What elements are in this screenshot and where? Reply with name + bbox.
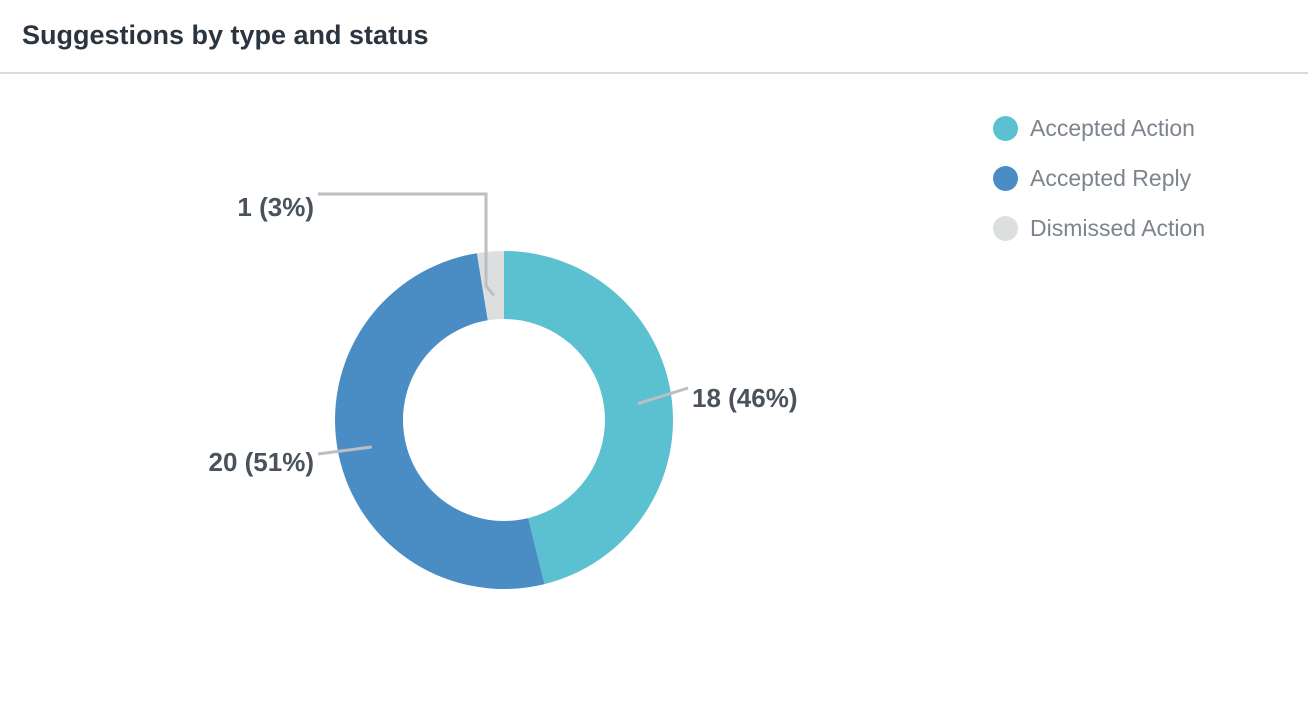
- donut-chart: 18 (46%) 20 (51%) 1 (3%): [209, 192, 798, 589]
- data-label: 18 (46%): [692, 383, 798, 413]
- leader-line: [637, 386, 689, 406]
- legend-label: Accepted Reply: [1030, 164, 1192, 191]
- donut-slice-accepted-action[interactable]: [504, 251, 673, 585]
- leader-lines: [317, 192, 689, 456]
- legend-dot-accepted-action: [993, 115, 1018, 141]
- donut-slice-accepted-reply[interactable]: [335, 253, 545, 589]
- legend-item-accepted-reply[interactable]: Accepted Reply: [993, 153, 1205, 203]
- legend-dot-accepted-reply: [993, 165, 1018, 191]
- data-labels: 18 (46%) 20 (51%) 1 (3%): [209, 192, 798, 477]
- legend-item-accepted-action[interactable]: Accepted Action: [993, 103, 1205, 153]
- donut-slices: [335, 251, 673, 589]
- panel-title: Suggestions by type and status: [22, 20, 429, 50]
- legend-label: Dismissed Action: [1030, 214, 1206, 241]
- donut-slice-dismissed-action[interactable]: [476, 251, 504, 321]
- leader-line: [317, 445, 372, 456]
- leader-line: [318, 192, 496, 297]
- data-label: 1 (3%): [237, 192, 314, 222]
- legend-label: Accepted Action: [1030, 114, 1195, 141]
- legend-item-dismissed-action[interactable]: Dismissed Action: [993, 203, 1205, 253]
- chart-legend: Accepted Action Accepted Reply Dismissed…: [993, 103, 1205, 253]
- legend-dot-dismissed-action: [993, 215, 1018, 241]
- panel-header: Suggestions by type and status: [0, 0, 1308, 74]
- data-label: 20 (51%): [209, 447, 315, 477]
